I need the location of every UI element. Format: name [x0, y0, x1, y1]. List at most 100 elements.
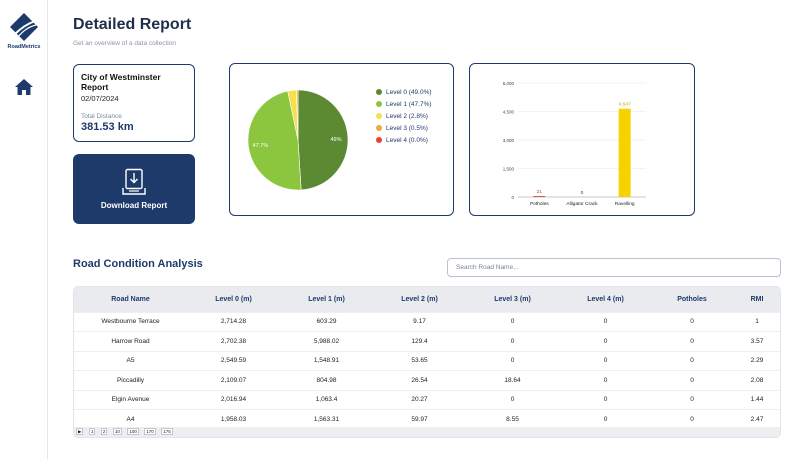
cell-potholes: 0 — [652, 409, 732, 429]
cell-road-name: A5 — [74, 350, 187, 371]
cell-level-3: 0 — [466, 350, 559, 371]
cell-rmi: 2.47 — [732, 409, 780, 429]
legend-label: Level 3 (0.5%) — [386, 125, 428, 132]
pager-page-button[interactable]: 170 — [144, 428, 156, 435]
table-header-row: Road Name Level 0 (m) Level 1 (m) Level … — [74, 287, 780, 312]
table-row[interactable]: A4 1,958.03 1,563.31 59.97 8.55 0 0 2.47 — [74, 409, 780, 429]
defects-bar-card: 0 1,500 3,000 4,500 6,000 21 Potholes 0 Alligato… — [469, 63, 695, 216]
level-pie-chart: 49% 47.7% — [247, 89, 349, 191]
cell-level-3: 0 — [466, 389, 559, 410]
cell-level-1: 5,988.02 — [280, 331, 373, 351]
pager-page-button[interactable]: 100 — [127, 428, 139, 435]
column-header-level-3[interactable]: Level 3 (m) — [494, 295, 531, 303]
cell-level-3: 18.64 — [466, 370, 559, 390]
cell-road-name: Elgin Avenue — [74, 389, 187, 410]
cell-level-2: 59.97 — [373, 409, 466, 429]
total-distance-value: 381.53 km — [81, 121, 134, 133]
legend-label: Level 1 (47.7%) — [386, 101, 432, 108]
cell-rmi: 2.08 — [732, 370, 780, 390]
bar-potholes[interactable] — [533, 196, 546, 197]
cell-level-2: 9.17 — [373, 311, 466, 332]
pie-slice-level-3-0-5[interactable] — [296, 89, 299, 141]
cell-potholes: 0 — [652, 331, 732, 351]
cell-level-2: 53.65 — [373, 350, 466, 371]
y-tick-label: 3,000 — [503, 138, 515, 143]
column-header-level-0[interactable]: Level 0 (m) — [215, 295, 252, 303]
download-report-button[interactable]: Download Report — [73, 154, 195, 224]
cell-potholes: 0 — [652, 311, 732, 332]
x-tick-label: Potholes — [530, 201, 549, 207]
column-header-level-2[interactable]: Level 2 (m) — [401, 295, 438, 303]
table-pagination: ▶ 1 2 10 100 170 175 — [74, 427, 780, 437]
column-header-level-1[interactable]: Level 1 (m) — [308, 295, 345, 303]
legend-item-level-2-2-8[interactable]: Level 2 (2.8%) — [376, 112, 432, 124]
column-header-rmi[interactable]: RMI — [750, 295, 764, 303]
legend-dot-icon — [376, 125, 382, 131]
table-row[interactable]: Piccadilly 2,109.07 804.98 26.54 18.64 0… — [74, 370, 780, 390]
pager-page-button[interactable]: 10 — [112, 428, 122, 435]
bar-ravelling[interactable] — [618, 108, 631, 197]
cell-rmi: 2.29 — [732, 350, 780, 371]
column-header-level-4[interactable]: Level 4 (m) — [587, 295, 624, 303]
pager-page-button[interactable]: 2 — [100, 428, 108, 435]
cell-level-0: 2,714.28 — [187, 311, 280, 332]
table-row[interactable]: A5 2,549.59 1,548.91 53.65 0 0 0 2.29 — [74, 350, 780, 371]
cell-level-3: 0 — [466, 331, 559, 351]
x-tick-label: Alligator Crack — [566, 201, 598, 207]
legend-dot-icon — [376, 113, 382, 119]
page-subtitle: Get an overview of a data collection — [73, 40, 176, 47]
cell-level-0: 1,958.03 — [187, 409, 280, 429]
cell-level-4: 0 — [559, 409, 652, 429]
legend-item-level-3-0-5[interactable]: Level 3 (0.5%) — [376, 124, 432, 136]
report-info-card: City of Westminster Report 02/07/2024 To… — [73, 64, 195, 142]
table-row[interactable]: Elgin Avenue 2,016.94 1,063.4 20.27 0 0 … — [74, 389, 780, 410]
defects-bar-chart: 0 1,500 3,000 4,500 6,000 21 Potholes 0 Alligato… — [503, 81, 646, 207]
cell-level-1: 1,063.4 — [280, 389, 373, 410]
table-row[interactable]: Harrow Road 2,702.38 5,988.02 129.4 0 0 … — [74, 331, 780, 351]
sidebar: RoadMetrics — [0, 0, 48, 459]
cell-level-0: 2,549.59 — [187, 350, 280, 371]
legend-item-level-0-49-0[interactable]: Level 0 (49.0%) — [376, 88, 432, 100]
report-date: 02/07/2024 — [81, 94, 119, 103]
cell-level-1: 804.98 — [280, 370, 373, 390]
bar-data-label: 4,647 — [619, 102, 631, 108]
pie-data-label: 49% — [330, 137, 341, 143]
table-row[interactable]: Westbourne Terrace 2,714.28 603.29 9.17 … — [74, 311, 780, 332]
cell-level-4: 0 — [559, 311, 652, 332]
cell-level-4: 0 — [559, 389, 652, 410]
legend-label: Level 0 (49.0%) — [386, 89, 432, 96]
y-tick-label: 0 — [511, 195, 514, 200]
cell-road-name: Piccadilly — [74, 370, 187, 390]
cell-road-name: Harrow Road — [74, 331, 187, 351]
pager-page-button[interactable]: 1 — [88, 428, 96, 435]
cell-level-1: 1,563.31 — [280, 409, 373, 429]
legend-dot-icon — [376, 89, 382, 95]
cell-level-4: 0 — [559, 370, 652, 390]
x-tick-label: Ravelling — [615, 201, 635, 207]
cell-level-0: 2,016.94 — [187, 389, 280, 410]
cell-level-3: 0 — [466, 311, 559, 332]
legend-item-level-1-47-7[interactable]: Level 1 (47.7%) — [376, 100, 432, 112]
nav-home-button[interactable] — [14, 78, 34, 96]
cell-potholes: 0 — [652, 389, 732, 410]
level-pie-card: 49% 47.7% Level 0 (49.0%) Level 1 (47.7%) L… — [229, 63, 454, 216]
legend-item-level-4-0-0[interactable]: Level 4 (0.0%) — [376, 136, 432, 148]
home-icon — [15, 79, 33, 95]
pager-page-button[interactable]: 175 — [161, 428, 173, 435]
pie-slice-level-1-47-7[interactable] — [247, 90, 302, 191]
bar-data-label: 0 — [581, 190, 584, 196]
main-content: Detailed Report Get an overview of a dat… — [48, 0, 800, 459]
pie-legend: Level 0 (49.0%) Level 1 (47.7%) Level 2 (2… — [376, 88, 432, 148]
cell-rmi: 1 — [732, 311, 780, 332]
column-header-potholes[interactable]: Potholes — [677, 295, 707, 303]
legend-dot-icon — [376, 101, 382, 107]
column-header-road-name[interactable]: Road Name — [111, 295, 150, 303]
cell-rmi: 3.57 — [732, 331, 780, 351]
pager-play-button[interactable]: ▶ — [76, 428, 84, 435]
section-title: Road Condition Analysis — [73, 258, 203, 270]
cell-level-0: 2,702.38 — [187, 331, 280, 351]
y-tick-label: 6,000 — [503, 81, 515, 86]
search-road-input[interactable] — [447, 258, 781, 277]
pie-slice-level-0-49-0[interactable] — [297, 89, 349, 191]
